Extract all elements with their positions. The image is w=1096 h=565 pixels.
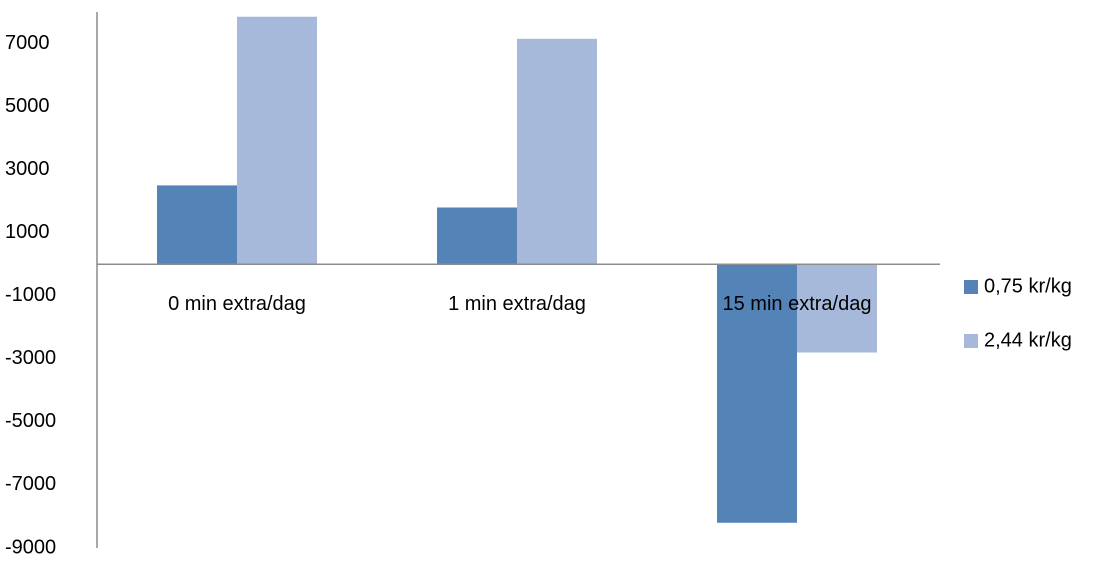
- bar-series-2: [517, 38, 597, 265]
- x-category-label: 0 min extra/dag: [168, 293, 306, 315]
- y-tick-label: 7000: [5, 32, 50, 54]
- y-tick-label: -1000: [5, 284, 56, 306]
- legend-swatch: [964, 280, 978, 294]
- legend-label: 0,75 kr/kg: [984, 275, 1072, 297]
- legend-label: 2,44 kr/kg: [984, 329, 1072, 351]
- y-axis-ticks: 7000 5000 3000 1000 -1000 -3000 -5000 -7000 -900…: [5, 32, 56, 558]
- x-category-label: 15 min extra/dag: [723, 293, 872, 315]
- legend: 0,75 kr/kg 2,44 kr/kg: [964, 275, 1072, 351]
- y-tick-label: -7000: [5, 473, 56, 495]
- bar-series-2: [237, 16, 317, 265]
- y-tick-label: 5000: [5, 95, 50, 117]
- x-axis-labels: 0 min extra/dag 1 min extra/dag 15 min ext…: [168, 293, 871, 315]
- y-tick-label: -9000: [5, 536, 56, 558]
- x-category-label: 1 min extra/dag: [448, 293, 586, 315]
- bar-series-2: [797, 264, 877, 353]
- y-tick-label: 1000: [5, 221, 50, 243]
- y-tick-label: 3000: [5, 158, 50, 180]
- legend-swatch: [964, 334, 978, 348]
- y-tick-label: -5000: [5, 410, 56, 432]
- bar-series-1: [717, 264, 797, 523]
- bar-series-1: [157, 185, 237, 265]
- y-tick-label: -3000: [5, 347, 56, 369]
- bar-series-1: [437, 207, 517, 265]
- bars-group: [157, 16, 877, 523]
